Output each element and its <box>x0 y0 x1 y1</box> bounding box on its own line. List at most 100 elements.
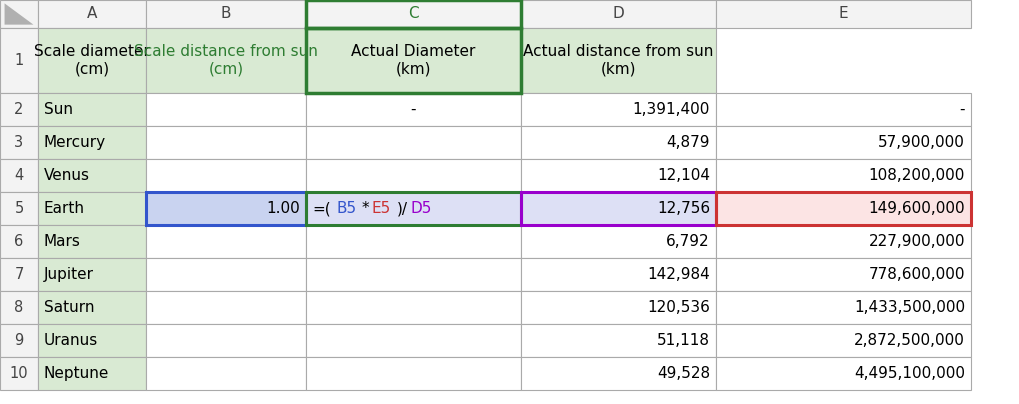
Text: Actual Diameter
(km): Actual Diameter (km) <box>351 44 475 77</box>
Text: Uranus: Uranus <box>44 333 98 348</box>
Text: 2,872,500,000: 2,872,500,000 <box>853 333 964 348</box>
Bar <box>0 324 38 357</box>
Text: 227,900,000: 227,900,000 <box>867 234 964 249</box>
Bar <box>0 291 38 324</box>
Bar <box>0 258 38 291</box>
Text: 7: 7 <box>14 267 23 282</box>
Text: 120,536: 120,536 <box>646 300 709 315</box>
Bar <box>146 126 306 159</box>
Bar <box>38 291 146 324</box>
Text: 2: 2 <box>14 102 23 117</box>
Bar <box>306 192 521 225</box>
Text: 1.00: 1.00 <box>266 201 300 216</box>
Bar <box>715 126 970 159</box>
Text: A: A <box>87 6 97 21</box>
Bar <box>146 192 306 225</box>
Text: *: * <box>362 201 369 216</box>
Bar <box>0 225 38 258</box>
Bar <box>521 28 715 93</box>
Bar <box>521 93 715 126</box>
Text: D5: D5 <box>411 201 432 216</box>
Bar <box>306 159 521 192</box>
Bar <box>306 357 521 390</box>
Text: Mars: Mars <box>44 234 81 249</box>
Bar <box>0 192 38 225</box>
Text: 4,495,100,000: 4,495,100,000 <box>853 366 964 381</box>
Bar <box>715 258 970 291</box>
Bar <box>521 192 715 225</box>
Bar <box>306 291 521 324</box>
Bar <box>521 258 715 291</box>
Bar <box>715 0 970 28</box>
Bar <box>0 159 38 192</box>
Bar <box>521 0 715 28</box>
Text: Mercury: Mercury <box>44 135 106 150</box>
Text: Earth: Earth <box>44 201 85 216</box>
Bar <box>306 324 521 357</box>
Text: 6,792: 6,792 <box>665 234 709 249</box>
Bar <box>306 93 521 126</box>
Text: -: - <box>959 102 964 117</box>
Text: 3: 3 <box>14 135 23 150</box>
Bar <box>38 258 146 291</box>
Text: 4: 4 <box>14 168 23 183</box>
Bar <box>38 324 146 357</box>
Bar <box>146 357 306 390</box>
Text: Actual distance from sun
(km): Actual distance from sun (km) <box>523 44 713 77</box>
Bar <box>521 324 715 357</box>
Text: B: B <box>220 6 231 21</box>
Bar <box>715 93 970 126</box>
Text: )/: )/ <box>396 201 408 216</box>
Text: 778,600,000: 778,600,000 <box>867 267 964 282</box>
Bar <box>38 357 146 390</box>
Text: Venus: Venus <box>44 168 90 183</box>
Text: 8: 8 <box>14 300 23 315</box>
Text: 12,104: 12,104 <box>656 168 709 183</box>
Bar <box>146 192 306 225</box>
Text: C: C <box>408 6 419 21</box>
Bar <box>146 0 306 28</box>
Bar <box>38 93 146 126</box>
Bar <box>306 28 521 93</box>
Bar <box>38 0 146 28</box>
Text: E: E <box>838 6 848 21</box>
Text: Scale distance from sun
(cm): Scale distance from sun (cm) <box>133 44 318 77</box>
Bar <box>306 258 521 291</box>
Text: 108,200,000: 108,200,000 <box>868 168 964 183</box>
Bar <box>521 357 715 390</box>
Bar <box>38 126 146 159</box>
Bar <box>146 258 306 291</box>
Bar <box>306 0 521 28</box>
Bar <box>0 357 38 390</box>
Text: 142,984: 142,984 <box>647 267 709 282</box>
Bar <box>306 225 521 258</box>
Bar <box>715 159 970 192</box>
Text: 10: 10 <box>9 366 29 381</box>
Polygon shape <box>4 3 34 25</box>
Text: 51,118: 51,118 <box>656 333 709 348</box>
Bar <box>146 159 306 192</box>
Bar <box>715 192 970 225</box>
Text: 12,756: 12,756 <box>656 201 709 216</box>
Text: 4,879: 4,879 <box>665 135 709 150</box>
Bar <box>715 357 970 390</box>
Text: D: D <box>612 6 624 21</box>
Text: 9: 9 <box>14 333 23 348</box>
Text: 49,528: 49,528 <box>656 366 709 381</box>
Text: Scale diameter
(cm): Scale diameter (cm) <box>34 44 150 77</box>
Bar <box>38 159 146 192</box>
Bar <box>38 28 146 93</box>
Bar <box>521 159 715 192</box>
Bar <box>0 0 38 28</box>
Bar <box>146 225 306 258</box>
Bar <box>146 28 306 93</box>
Text: 1,433,500,000: 1,433,500,000 <box>853 300 964 315</box>
Text: =(: =( <box>312 201 330 216</box>
Bar <box>146 324 306 357</box>
Text: Saturn: Saturn <box>44 300 95 315</box>
Text: 57,900,000: 57,900,000 <box>877 135 964 150</box>
Text: -: - <box>411 102 416 117</box>
Bar <box>38 192 146 225</box>
Bar <box>521 126 715 159</box>
Text: Sun: Sun <box>44 102 73 117</box>
